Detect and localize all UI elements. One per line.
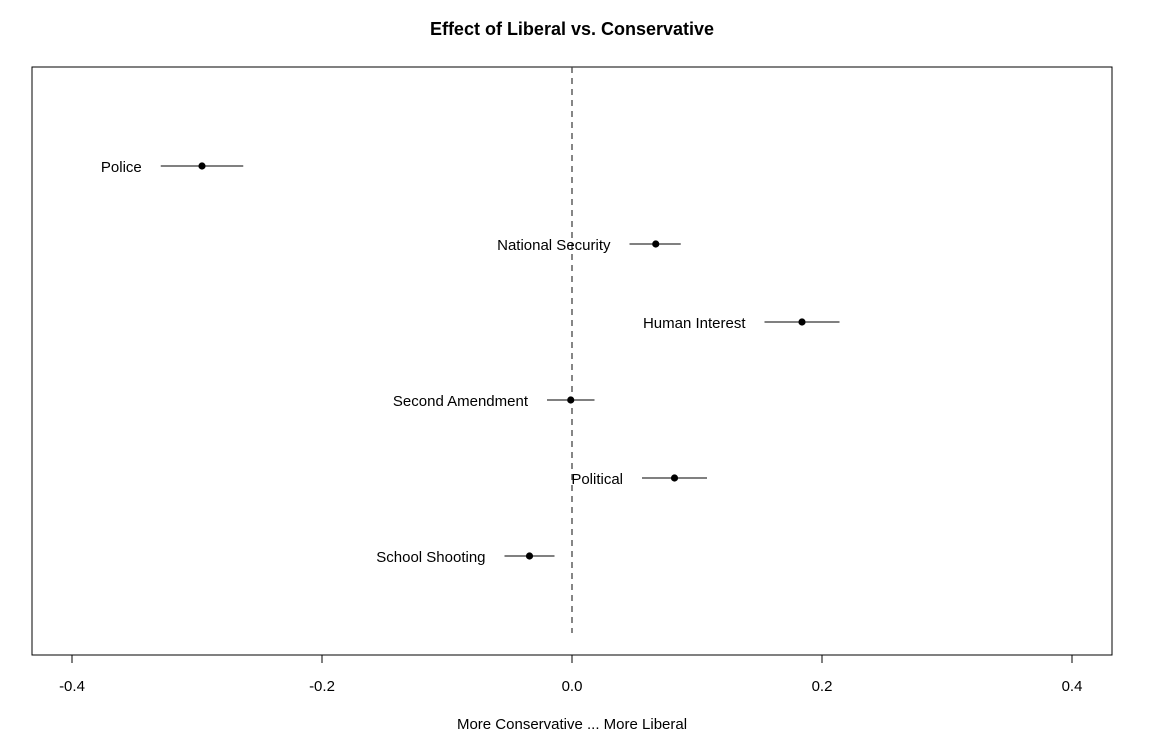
- x-tick-label: 0.4: [1062, 678, 1083, 695]
- x-tick-label: -0.2: [309, 678, 335, 695]
- point-label: National Security: [497, 237, 611, 254]
- x-tick-label: 0.2: [812, 678, 833, 695]
- x-axis-label: More Conservative ... More Liberal: [457, 716, 687, 733]
- point-label: Human Interest: [643, 315, 746, 332]
- point-estimate: [652, 240, 660, 248]
- point-label: Police: [101, 159, 142, 176]
- x-tick-label: 0.0: [562, 678, 583, 695]
- data-marks: Police National Security Human Interest Sec…: [101, 159, 840, 566]
- point-estimate: [798, 318, 806, 326]
- point-label: Second Amendment: [393, 393, 529, 410]
- point-estimate: [525, 552, 534, 560]
- chart-title: Effect of Liberal vs. Conservative: [430, 19, 714, 39]
- x-axis-ticks: -0.4 -0.2 0.0 0.2 0.4: [59, 655, 1082, 695]
- point-label: Political: [571, 471, 623, 488]
- point-estimate: [198, 162, 206, 170]
- point-estimate: [567, 396, 575, 404]
- point-label: School Shooting: [376, 549, 485, 566]
- point-estimate: [670, 474, 679, 482]
- x-tick-label: -0.4: [59, 678, 85, 695]
